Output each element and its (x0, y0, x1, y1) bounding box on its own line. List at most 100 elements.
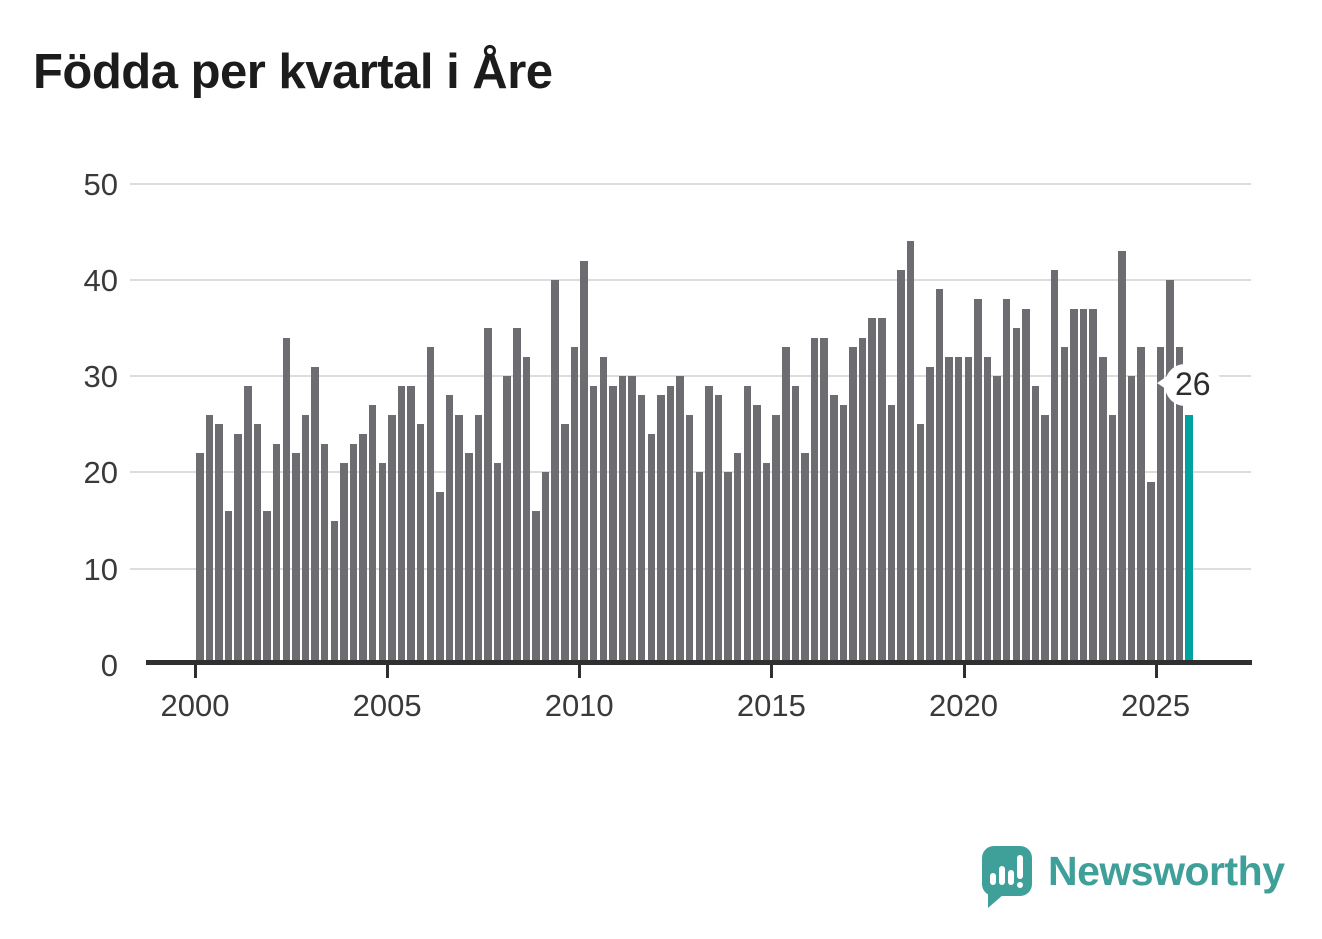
bar (618, 376, 627, 665)
bar (945, 356, 953, 665)
bar (887, 405, 896, 665)
newsworthy-logo-link[interactable]: Newsworthy (982, 846, 1285, 908)
highlighted-bar (1185, 414, 1193, 665)
bar (455, 414, 463, 665)
y-axis-label: 30 (83, 359, 118, 395)
x-axis-line (146, 660, 1252, 665)
logo-exclamation-dot (1017, 882, 1023, 888)
x-axis-label: 2000 (160, 688, 230, 723)
bar (858, 337, 867, 665)
bar (1166, 279, 1174, 665)
brand-name: Newsworthy (1048, 848, 1285, 894)
x-axis-label: 2005 (352, 688, 422, 723)
bar (416, 424, 425, 666)
y-axis-label: 40 (83, 262, 118, 298)
bar (234, 433, 242, 665)
bar (820, 337, 828, 665)
x-axis-tick (386, 665, 390, 678)
bar (666, 385, 675, 665)
bar (685, 414, 694, 665)
bar (368, 405, 377, 665)
bar (954, 356, 963, 665)
bar (1175, 347, 1184, 665)
bar (292, 453, 300, 665)
bar (1127, 376, 1136, 665)
bar (561, 424, 569, 666)
bar (599, 356, 608, 665)
bar (801, 453, 809, 665)
bar (657, 395, 665, 665)
bar (388, 414, 396, 665)
bar (714, 395, 723, 665)
x-axis-tick (962, 665, 966, 678)
bar (541, 472, 550, 665)
bar (532, 510, 540, 665)
bar (1156, 347, 1165, 665)
y-gridline (130, 278, 1251, 281)
bar (1079, 308, 1088, 665)
bar (743, 385, 752, 665)
y-axis-label: 50 (83, 166, 118, 202)
bar (244, 385, 252, 665)
bar (1108, 414, 1117, 665)
logo-exclamation-icon (1017, 855, 1023, 879)
y-gridline (130, 182, 1251, 185)
bar (753, 405, 761, 665)
y-axis-label: 20 (83, 455, 118, 491)
bar (493, 462, 502, 665)
bar (1012, 327, 1021, 665)
bar (782, 347, 790, 665)
bar (849, 347, 857, 665)
bar (224, 510, 233, 665)
bar (311, 366, 319, 665)
bar (301, 414, 310, 665)
bar (609, 385, 617, 665)
bar (513, 327, 521, 665)
x-axis-tick (578, 665, 582, 678)
bar (935, 289, 944, 665)
bar (349, 443, 358, 665)
x-axis-label: 2010 (544, 688, 614, 723)
bar (196, 453, 204, 665)
x-axis-label: 2020 (929, 688, 998, 723)
bar (1031, 385, 1040, 665)
bar (263, 510, 271, 665)
bar (897, 270, 905, 665)
bar (340, 462, 348, 665)
bar (1118, 250, 1126, 665)
x-axis-label: 2015 (736, 688, 806, 723)
bar (522, 356, 531, 665)
bar (378, 462, 387, 665)
bar (1041, 414, 1049, 665)
bar (637, 395, 646, 665)
bar (436, 491, 444, 665)
bar (407, 385, 415, 665)
bar (830, 395, 838, 665)
x-axis-label: 2025 (1121, 688, 1191, 723)
newsworthy-icon (982, 846, 1032, 908)
x-axis-tick (770, 665, 774, 678)
x-axis-tick (194, 665, 197, 678)
bar (589, 385, 598, 665)
logo-bar-icon (990, 873, 996, 885)
bar (1089, 308, 1097, 665)
bar (839, 405, 848, 665)
bar (647, 433, 656, 665)
bar (983, 356, 992, 665)
bar (705, 385, 713, 665)
bar (330, 520, 339, 665)
bar (762, 462, 771, 665)
bar (282, 337, 291, 665)
bar (570, 347, 579, 665)
bar (1002, 299, 1011, 665)
bar (964, 356, 973, 665)
y-axis-label: 10 (83, 551, 118, 587)
x-axis-tick (1154, 665, 1158, 678)
bar (772, 414, 780, 665)
bar (1060, 347, 1069, 665)
bar (359, 433, 367, 665)
bar (1070, 308, 1078, 665)
page-title: Födda per kvartal i Åre (33, 45, 553, 99)
bar (445, 395, 454, 665)
